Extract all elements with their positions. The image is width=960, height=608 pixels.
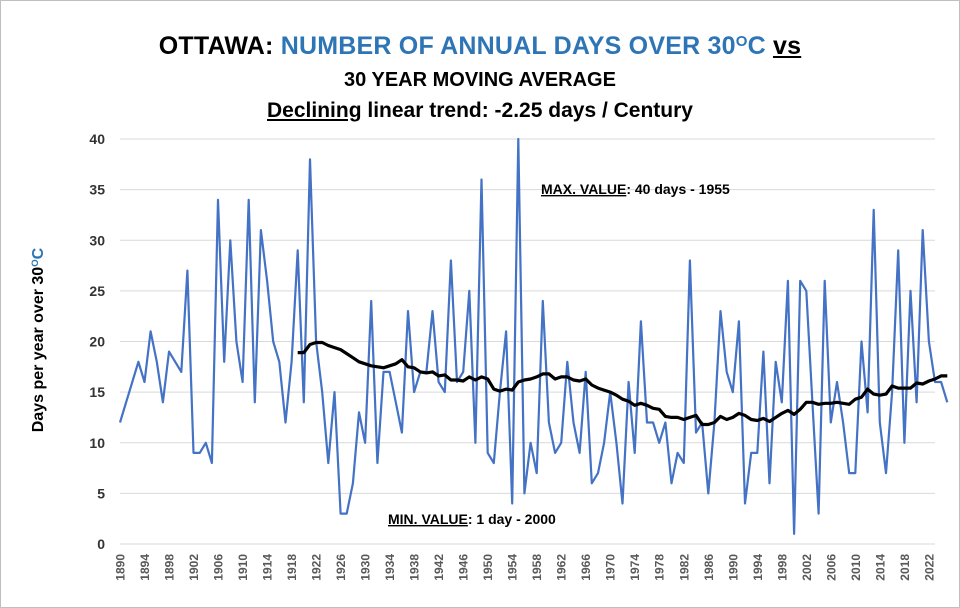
title-city: OTTAWA: — [158, 32, 281, 60]
annotation-label: MAX. VALUE — [541, 181, 626, 197]
y-tick-label: 30 — [89, 232, 105, 248]
x-tick-label: 1962 — [555, 554, 569, 581]
x-tick-label: 1922 — [310, 554, 324, 581]
x-tick-label: 2006 — [824, 554, 838, 581]
y-tick-label: 5 — [97, 485, 105, 501]
annotation-value: : 40 days - 1955 — [626, 181, 730, 197]
chart-trend-line: Declining linear trend: -2.25 days / Cen… — [0, 99, 960, 123]
x-tick-label: 1898 — [163, 554, 177, 581]
title-series-text: NUMBER OF ANNUAL DAYS OVER 30 — [280, 32, 736, 60]
y-tick-label: 15 — [89, 384, 105, 400]
x-tick-label: 1954 — [506, 554, 520, 581]
x-tick-label: 1890 — [114, 554, 128, 581]
annotation-value: : 1 day - 2000 — [468, 511, 556, 527]
x-tick-label: 1914 — [261, 554, 275, 581]
x-tick-label: 1942 — [432, 554, 446, 581]
x-tick-label: 1982 — [677, 554, 691, 581]
x-tick-label: 1998 — [775, 554, 789, 581]
y-tick-label: 0 — [97, 536, 105, 552]
x-tick-label: 1970 — [604, 554, 618, 581]
trend-declining: Declining — [267, 99, 362, 122]
x-tick-label: 1918 — [285, 554, 299, 581]
x-tick-label: 2014 — [873, 554, 887, 581]
x-tick-label: 2018 — [898, 554, 912, 581]
title-vs: vs — [772, 32, 802, 60]
annual-days-line — [118, 137, 949, 536]
x-tick-label: 1910 — [236, 554, 250, 581]
moving-average-line — [297, 340, 948, 427]
y-tick-label: 40 — [89, 131, 105, 147]
x-tick-label: 1958 — [530, 554, 544, 581]
y-tick-label: 35 — [89, 182, 105, 198]
x-tick-label: 1946 — [457, 554, 471, 581]
title-degree-sup: O — [735, 32, 748, 50]
chart-subtitle: 30 YEAR MOVING AVERAGE — [344, 69, 616, 91]
x-tick-label: 1930 — [359, 554, 373, 581]
x-tick-label: 1978 — [653, 554, 667, 581]
trend-text: linear trend: -2.25 days / Century — [361, 99, 693, 122]
x-tick-label: 1966 — [579, 554, 593, 581]
x-tick-label: 1990 — [726, 554, 740, 581]
annotation-label: MIN. VALUE — [388, 511, 468, 527]
x-tick-label: 1986 — [702, 554, 716, 581]
y-tick-label: 10 — [89, 435, 105, 451]
x-tick-label: 1994 — [751, 554, 765, 581]
x-tick-label: 1926 — [334, 554, 348, 581]
title-series-unit: C — [747, 32, 766, 60]
max-value-annotation: MAX. VALUE: 40 days - 1955 — [541, 181, 730, 197]
x-tick-label: 1906 — [212, 554, 226, 581]
y-tick-label: 25 — [89, 283, 105, 299]
x-tick-label: 2022 — [922, 554, 936, 581]
x-tick-label: 1934 — [383, 554, 397, 581]
x-tick-label: 1894 — [138, 554, 152, 581]
x-tick-label: 2002 — [800, 554, 814, 581]
x-tick-label: 1950 — [481, 554, 495, 581]
y-tick-label: 20 — [89, 334, 105, 350]
min-value-annotation: MIN. VALUE: 1 day - 2000 — [388, 511, 556, 527]
x-tick-label: 1938 — [408, 554, 422, 581]
chart-title: OTTAWA: NUMBER OF ANNUAL DAYS OVER 30OC … — [0, 32, 960, 61]
x-tick-label: 1974 — [628, 554, 642, 581]
x-tick-label: 1902 — [187, 554, 201, 581]
x-tick-label: 2010 — [849, 554, 863, 581]
title-series: NUMBER OF ANNUAL DAYS OVER 30OC — [281, 32, 766, 60]
